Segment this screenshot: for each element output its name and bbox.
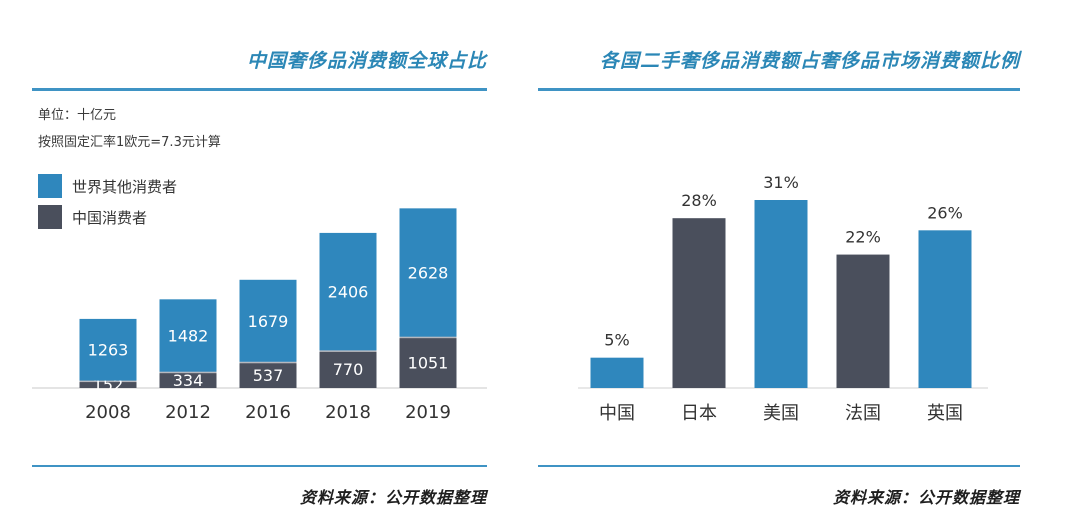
segment-divider (239, 361, 297, 364)
bar-value-label: 1679 (248, 312, 289, 331)
bar-segment-china (79, 380, 137, 388)
bar (754, 200, 808, 388)
legend-swatch-china (38, 205, 62, 229)
x-tick-label: 2018 (325, 402, 371, 423)
bar-value-label: 2406 (328, 283, 369, 302)
bar (672, 218, 726, 388)
bar-segment-rest-of-world (399, 208, 457, 337)
bar-value-label: 1263 (88, 341, 129, 360)
legend-item-china: 中国消费者 (38, 205, 147, 229)
segment-divider (319, 350, 377, 352)
x-tick-label: 2012 (165, 402, 211, 423)
bar-value-label: 28% (681, 191, 717, 210)
segment-divider (399, 336, 457, 339)
bar-segment-china (239, 361, 297, 388)
legend-label-rest-of-world: 世界其他消费者 (72, 177, 178, 196)
right-panel: 各国二手奢侈品消费额占奢侈品市场消费额比例 资料来源：公开数据整理 (538, 0, 1020, 524)
right-title-rule (538, 88, 1020, 91)
x-tick-label: 法国 (845, 403, 881, 424)
bar-value-label: 22% (845, 228, 881, 247)
bar-value-label: 5% (604, 331, 629, 350)
x-tick-label: 美国 (763, 403, 799, 424)
x-tick-label: 2019 (405, 402, 451, 423)
segment-divider (79, 380, 137, 383)
unit-note: 单位：十亿元 (38, 108, 117, 123)
legend-item-rest-of-world: 世界其他消费者 (38, 174, 177, 198)
bar-value-label: 770 (333, 360, 364, 379)
bar-value-label: 334 (173, 371, 204, 390)
bar-segment-china (319, 350, 377, 388)
x-tick-label: 2008 (85, 402, 131, 423)
bar (590, 357, 644, 388)
bar (836, 254, 890, 388)
x-tick-label: 日本 (681, 403, 717, 424)
bar-value-label: 2628 (408, 264, 449, 283)
right-source-note: 资料来源：公开数据整理 (832, 488, 1020, 507)
bar-value-label: 1482 (168, 327, 209, 346)
left-panel: 中国奢侈品消费额全球占比 单位：十亿元 按照固定汇率1欧元=7.3元计算 世界其… (32, 0, 487, 524)
segment-divider (159, 371, 217, 374)
percentage-bar-chart: 5% 中国 28% 日本 31% 美国 22% 法国 26% 英国 (578, 173, 988, 424)
right-chart-title: 各国二手奢侈品消费额占奢侈品市场消费额比例 (599, 50, 1020, 72)
exchange-rate-note: 按照固定汇率1欧元=7.3元计算 (38, 135, 221, 150)
bar-segment-rest-of-world (79, 318, 137, 381)
bar-value-label: 1051 (408, 353, 449, 372)
x-tick-label: 中国 (599, 403, 635, 424)
x-tick-label: 2016 (245, 402, 291, 423)
bar-segment-rest-of-world (159, 299, 217, 372)
right-bottom-rule (538, 465, 1020, 467)
bar-value-label: 26% (927, 203, 963, 222)
stacked-bar-chart: 1521263200833414822012537167920167702406… (32, 208, 487, 423)
left-title-rule (32, 88, 487, 91)
legend-swatch-rest-of-world (38, 174, 62, 198)
bar-value-label: 537 (253, 366, 284, 385)
bar-segment-rest-of-world (319, 232, 377, 351)
left-bottom-rule (32, 465, 487, 467)
bar (918, 230, 972, 388)
left-chart-title: 中国奢侈品消费额全球占比 (246, 50, 487, 72)
x-tick-label: 英国 (927, 403, 963, 424)
legend-label-china: 中国消费者 (72, 208, 148, 227)
bar-segment-china (399, 336, 457, 388)
bar-segment-rest-of-world (239, 279, 297, 362)
left-source-note: 资料来源：公开数据整理 (299, 488, 487, 507)
bar-value-label: 31% (763, 173, 799, 192)
bar-segment-china (159, 371, 217, 388)
